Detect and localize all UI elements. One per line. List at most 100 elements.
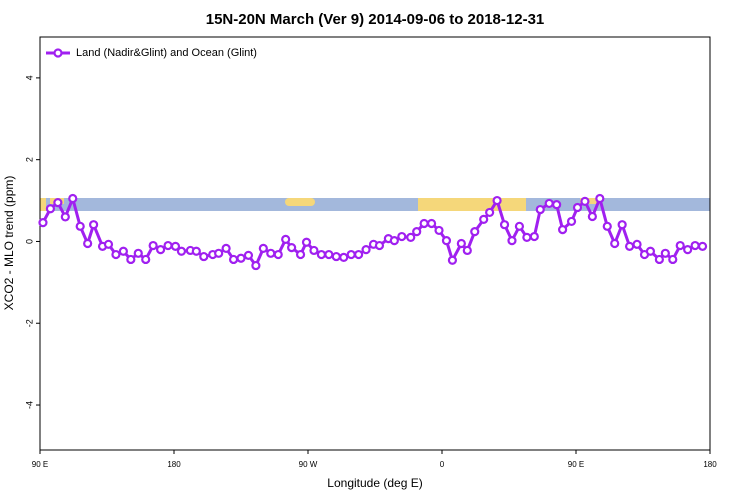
point: [133, 248, 143, 258]
point: [251, 260, 261, 271]
y-tick-label: -2: [24, 319, 34, 327]
x-tick-label: 180: [167, 460, 181, 469]
point: [610, 238, 620, 249]
point: [535, 204, 545, 215]
point: [221, 243, 231, 254]
point: [236, 253, 246, 263]
point: [697, 241, 708, 251]
y-tick-label: -4: [24, 401, 34, 409]
point: [587, 211, 597, 222]
point: [38, 218, 48, 228]
point: [479, 214, 489, 224]
point: [258, 243, 268, 254]
point: [243, 250, 254, 260]
chart-title: 15N-20N March (Ver 9) 2014-09-06 to 2018…: [206, 11, 545, 28]
point: [507, 236, 517, 246]
point: [228, 254, 239, 265]
point: [148, 240, 158, 251]
point: [316, 249, 326, 260]
point: [441, 236, 452, 246]
point: [170, 241, 181, 251]
legend-label: Land (Nadir&Glint) and Ocean (Glint): [76, 47, 257, 59]
point: [412, 227, 422, 237]
y-tick-label: 4: [24, 75, 34, 80]
point: [331, 251, 341, 262]
point: [426, 218, 437, 229]
point: [485, 207, 495, 218]
point: [295, 249, 306, 260]
x-tick-label: 90 W: [299, 460, 318, 469]
y-axis-label: XCO2 - MLO trend (ppm): [2, 176, 16, 311]
point: [675, 240, 685, 251]
legend-marker: [53, 48, 63, 58]
point: [75, 221, 85, 231]
y-tick-label: 2: [24, 157, 34, 162]
point: [111, 249, 121, 260]
point: [397, 231, 407, 242]
point: [470, 227, 480, 237]
point: [199, 251, 209, 262]
point: [88, 220, 99, 230]
point: [566, 216, 577, 227]
point: [141, 254, 151, 265]
point: [266, 248, 276, 258]
point: [191, 246, 201, 256]
point: [361, 245, 371, 255]
point: [456, 238, 466, 249]
point: [690, 240, 700, 251]
point: [660, 248, 670, 258]
point: [118, 246, 128, 256]
point: [60, 212, 70, 222]
point: [602, 221, 612, 231]
point: [572, 202, 583, 213]
point: [309, 245, 319, 256]
point: [374, 240, 385, 251]
point: [68, 193, 78, 204]
y-tick-label: 0: [24, 239, 34, 244]
x-tick-label: 90 E: [32, 460, 48, 469]
point: [529, 231, 539, 242]
land-ocean-strip: [40, 198, 710, 211]
point: [156, 245, 166, 255]
point: [214, 248, 224, 258]
point: [339, 252, 349, 263]
point: [163, 240, 173, 251]
point: [281, 234, 291, 245]
point: [273, 249, 283, 260]
point: [287, 242, 297, 253]
point: [462, 245, 472, 256]
point: [45, 204, 56, 214]
point: [624, 241, 635, 251]
point: [324, 249, 334, 260]
point: [632, 239, 642, 249]
point: [522, 232, 532, 242]
point: [406, 232, 416, 242]
point: [419, 218, 429, 229]
x-tick-label: 90 E: [568, 460, 584, 469]
point: [499, 220, 510, 230]
point: [654, 254, 664, 265]
point: [668, 254, 678, 265]
point: [434, 225, 444, 236]
point: [301, 237, 312, 247]
point: [346, 249, 356, 260]
point: [645, 246, 656, 256]
point: [103, 239, 114, 249]
point: [447, 255, 458, 265]
point: [53, 198, 63, 208]
point: [544, 198, 554, 209]
point: [354, 249, 364, 260]
point: [492, 195, 502, 206]
point: [683, 245, 693, 255]
point: [83, 238, 93, 249]
point: [126, 254, 136, 265]
x-tick-label: 180: [703, 460, 717, 469]
point: [552, 200, 562, 210]
point: [617, 220, 627, 230]
point: [176, 246, 187, 256]
point: [557, 224, 568, 235]
point: [514, 221, 525, 231]
x-tick-label: 0: [440, 460, 445, 469]
point: [389, 236, 399, 246]
